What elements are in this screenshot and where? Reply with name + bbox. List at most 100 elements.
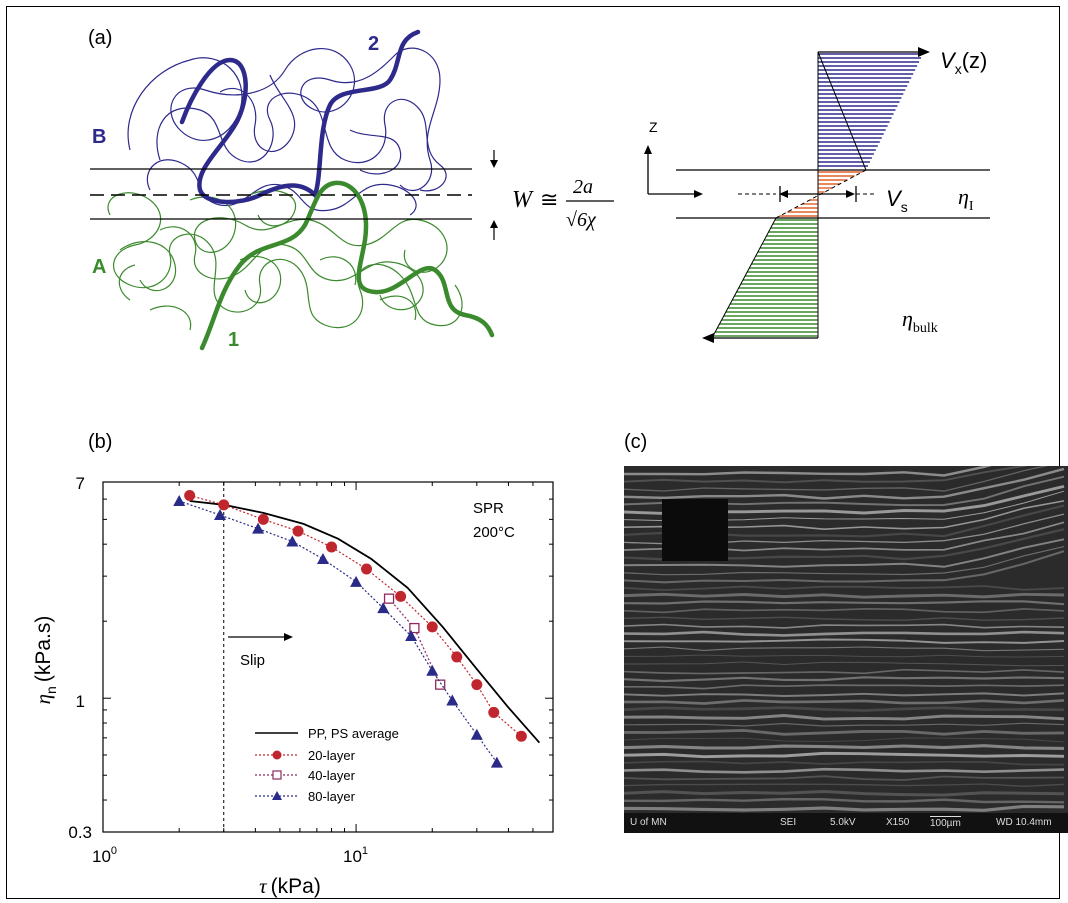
sem-scale-bar: 100µm bbox=[930, 816, 961, 829]
sem-layer-streak bbox=[624, 616, 1065, 621]
point-20-layer bbox=[292, 525, 304, 537]
sem-org: U of MN bbox=[630, 817, 667, 828]
sem-layer-streak bbox=[624, 767, 1065, 774]
point-20-layer bbox=[395, 590, 407, 602]
legend-marker-40-layer bbox=[272, 770, 282, 780]
point-80-layer bbox=[446, 694, 459, 706]
point-80-layer bbox=[490, 756, 503, 768]
panel-c-label: (c) bbox=[624, 431, 647, 453]
point-20-layer bbox=[488, 706, 500, 718]
green-coil-3 bbox=[118, 189, 417, 331]
point-80-layer bbox=[286, 535, 299, 547]
point-80-layer bbox=[173, 494, 186, 506]
plot-frame bbox=[102, 481, 554, 833]
sem-layer-streak bbox=[624, 684, 1065, 690]
sem-layer-streak bbox=[624, 466, 1028, 484]
eta-bulk-label: ηbulk bbox=[902, 306, 938, 336]
sem-layer-streak bbox=[624, 585, 1065, 591]
condition-label-spr: SPR bbox=[473, 500, 504, 517]
blue-hatch-region bbox=[818, 53, 924, 167]
sem-layer-streak bbox=[624, 714, 1065, 721]
point-80-layer bbox=[214, 509, 227, 521]
point-40-layer bbox=[435, 679, 446, 690]
sem-layer-streak bbox=[624, 630, 1065, 637]
point-80-layer bbox=[252, 522, 265, 534]
slip-arrowhead-left bbox=[779, 190, 788, 198]
width-arrowhead-top bbox=[490, 160, 498, 168]
point-40-layer bbox=[383, 593, 395, 604]
blue-coil-1 bbox=[127, 47, 441, 192]
sem-layer-streak bbox=[624, 775, 1065, 781]
point-80-layer bbox=[316, 553, 329, 565]
sem-mag: X150 bbox=[886, 817, 910, 828]
sem-layer-streak bbox=[624, 783, 1065, 787]
sem-info-bar: U of MN SEI 5.0kV X150 100µm WD 10.4mm bbox=[624, 813, 1068, 833]
equation-approx: ≅ bbox=[540, 187, 558, 212]
point-20-layer bbox=[361, 563, 373, 575]
sem-layer-streak bbox=[624, 600, 1065, 606]
sem-layer-streak bbox=[624, 789, 1065, 797]
velocity-profile-edge-top bbox=[817, 51, 867, 171]
sem-layer-streak bbox=[624, 728, 1065, 736]
xtick-label-10-0: 100 bbox=[92, 845, 117, 866]
z-axis-arrowhead bbox=[644, 145, 652, 154]
velocity-bottom-arrowhead bbox=[702, 333, 714, 343]
x-axis-label: τ (kPa) bbox=[259, 874, 321, 898]
sem-layer-streak bbox=[624, 538, 1065, 568]
equation-denominator: √6χ bbox=[566, 209, 597, 231]
panel-b-chart: (b) 7 1 0.3 100 101 τ (kPa) ηn(kPa.s) SPR… bbox=[31, 431, 554, 898]
sem-layer-streak bbox=[624, 737, 1065, 743]
blue-coil-2 bbox=[156, 92, 447, 192]
point-20-layer bbox=[451, 651, 463, 663]
legend-label-80-layer: 80-layer bbox=[308, 789, 356, 804]
sem-layer-streak bbox=[624, 592, 1065, 599]
ytick-label-7: 7 bbox=[76, 474, 85, 493]
point-20-layer bbox=[426, 621, 438, 633]
point-80-layer bbox=[426, 664, 439, 676]
sem-layer-streak bbox=[624, 467, 1065, 500]
phase-b-label: B bbox=[92, 126, 106, 148]
legend-marker-20-layer bbox=[272, 750, 282, 760]
sem-layer-streak bbox=[624, 744, 1065, 750]
sem-layer-streak bbox=[624, 760, 1065, 766]
thick-blue-chain-2 bbox=[179, 29, 421, 205]
velocity-top-arrowhead bbox=[918, 47, 930, 57]
eta-interface-label: ηI bbox=[958, 184, 974, 214]
point-80-layer bbox=[470, 728, 483, 740]
sem-layer-streak bbox=[624, 466, 1049, 492]
panel-a-label: (a) bbox=[88, 27, 112, 49]
xtick-label-10-1: 101 bbox=[343, 845, 368, 866]
sem-layer-streak bbox=[624, 466, 993, 477]
point-20-layer bbox=[218, 499, 230, 511]
orange-hatch-region bbox=[779, 171, 863, 217]
sem-layer-streak bbox=[624, 608, 1065, 614]
sem-micrograph: U of MN SEI 5.0kV X150 100µm WD 10.4mm bbox=[624, 466, 1068, 833]
point-80-layer bbox=[405, 630, 418, 642]
chain-1-label: 1 bbox=[228, 329, 239, 351]
panel-b-label: (b) bbox=[88, 431, 112, 453]
series-layer bbox=[173, 489, 541, 768]
slip-label: Slip bbox=[240, 652, 265, 669]
legend: PP, PS average 20-layer 40-layer 80-laye… bbox=[255, 726, 399, 804]
thick-green-chain-1 bbox=[199, 180, 495, 351]
green-coil-1 bbox=[107, 192, 463, 329]
sem-layer-streak bbox=[624, 699, 1065, 705]
legend-label-20-layer: 20-layer bbox=[308, 748, 356, 763]
sem-layer-streak bbox=[624, 638, 1065, 644]
chain-2-label: 2 bbox=[368, 33, 379, 55]
z-axis-label: Z bbox=[649, 119, 658, 135]
point-20-layer bbox=[515, 730, 527, 742]
phase-a-label: A bbox=[92, 256, 106, 278]
legend-label-average: PP, PS average bbox=[308, 726, 399, 741]
point-20-layer bbox=[326, 541, 338, 553]
point-20-layer bbox=[257, 513, 269, 525]
sem-mode: SEI bbox=[780, 817, 797, 828]
point-20-layer bbox=[184, 489, 196, 501]
blue-coil-4 bbox=[219, 74, 402, 175]
width-arrowhead-bottom bbox=[490, 220, 498, 228]
sem-layer-streak bbox=[624, 722, 1065, 727]
green-coil-4 bbox=[159, 226, 424, 311]
panel-a-chains: (a) B A 2 1 W ≅ 2a √6χ bbox=[88, 27, 614, 351]
sem-dark-patch bbox=[662, 499, 728, 561]
